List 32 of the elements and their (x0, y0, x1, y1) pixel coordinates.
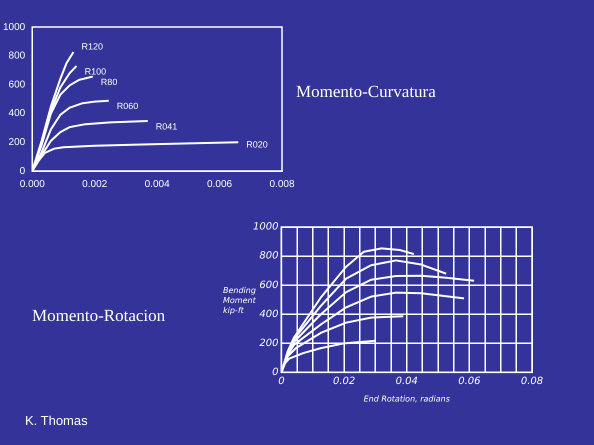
x-tick-label: 0.008 (269, 178, 295, 190)
y-tick-label: 400 (8, 108, 26, 120)
y-tick-label: 800 (259, 250, 278, 262)
x-tick-label: 0.02 (332, 376, 356, 387)
x-tick-label: 0.004 (144, 178, 170, 190)
y-tick-label: 600 (259, 280, 278, 291)
y-tick-label: 200 (8, 136, 26, 148)
series-label: R020 (246, 140, 268, 150)
x-tick-label: 0.006 (207, 178, 233, 190)
x-tick-label: 0.08 (520, 376, 544, 387)
y-tick-label: 400 (259, 308, 278, 320)
y-tick-label: 0 (272, 366, 278, 378)
x-tick-label: 0.04 (396, 376, 418, 387)
series-label: R041 (156, 122, 178, 132)
y-tick-label: 0 (20, 166, 26, 177)
text: K. Thomas (25, 413, 88, 428)
x-tick-label: 0.002 (82, 178, 108, 190)
series-label: R100 (84, 66, 106, 76)
y-tick-label: 200 (259, 338, 278, 349)
x-tick-label: 0.000 (20, 178, 46, 190)
y-tick-label: 1000 (252, 222, 278, 233)
series-label: R060 (116, 101, 138, 112)
y-tick-label: 1000 (2, 22, 26, 33)
x-tick-label: 0.06 (458, 376, 480, 387)
series-label: R80 (100, 77, 118, 88)
series-label: R120 (81, 42, 103, 52)
y-tick-label: 800 (8, 50, 26, 62)
y-tick-label: 600 (8, 79, 26, 90)
text: Momento-Rotacion (32, 306, 166, 326)
text: Momento-Curvatura (296, 82, 436, 102)
y-axis-title: Bending Moment kip-ft (223, 286, 256, 315)
x-axis-title: End Rotation, radians (364, 394, 450, 404)
